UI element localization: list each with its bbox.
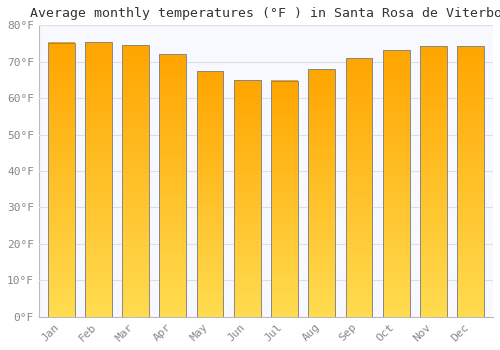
- Bar: [196, 71, 224, 317]
- Bar: [383, 50, 409, 317]
- Bar: [234, 80, 260, 317]
- Bar: [48, 43, 74, 317]
- Bar: [308, 69, 335, 317]
- Bar: [346, 58, 372, 317]
- Bar: [420, 46, 447, 317]
- Bar: [458, 46, 484, 317]
- Bar: [271, 80, 298, 317]
- Title: Average monthly temperatures (°F ) in Santa Rosa de Viterbo: Average monthly temperatures (°F ) in Sa…: [30, 7, 500, 20]
- Bar: [160, 55, 186, 317]
- Bar: [85, 42, 112, 317]
- Bar: [122, 45, 149, 317]
